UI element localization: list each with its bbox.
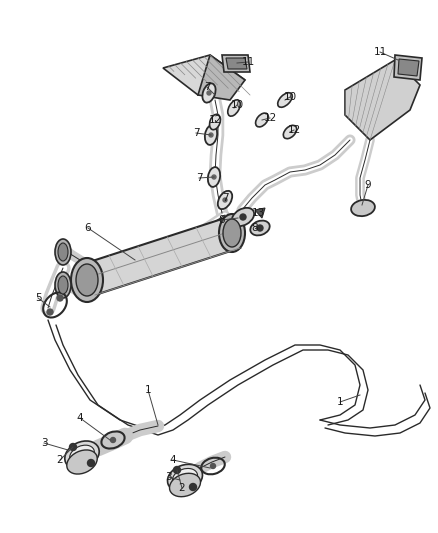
Circle shape xyxy=(240,214,246,220)
Text: 2: 2 xyxy=(57,455,64,465)
Ellipse shape xyxy=(202,83,215,103)
Ellipse shape xyxy=(55,272,71,298)
Ellipse shape xyxy=(250,221,270,236)
Text: 5: 5 xyxy=(35,293,41,303)
Text: 12: 12 xyxy=(287,125,300,135)
Ellipse shape xyxy=(223,219,241,247)
Circle shape xyxy=(173,466,180,473)
Text: 1: 1 xyxy=(337,397,343,407)
Ellipse shape xyxy=(228,100,240,116)
Ellipse shape xyxy=(76,264,98,296)
Ellipse shape xyxy=(173,469,198,488)
Circle shape xyxy=(223,198,227,202)
Ellipse shape xyxy=(209,114,220,130)
Ellipse shape xyxy=(219,214,245,252)
Ellipse shape xyxy=(67,450,97,474)
Text: 2: 2 xyxy=(179,483,185,493)
Text: 7: 7 xyxy=(193,128,199,138)
Circle shape xyxy=(57,295,63,301)
Polygon shape xyxy=(198,55,245,100)
Text: 4: 4 xyxy=(170,455,177,465)
Circle shape xyxy=(110,438,116,442)
Circle shape xyxy=(47,309,53,315)
Text: 13: 13 xyxy=(251,208,265,218)
Ellipse shape xyxy=(70,445,94,465)
Text: 3: 3 xyxy=(165,472,171,482)
Text: 8: 8 xyxy=(252,223,258,233)
Polygon shape xyxy=(163,55,245,95)
Polygon shape xyxy=(394,55,422,80)
Text: 12: 12 xyxy=(263,113,277,123)
Circle shape xyxy=(257,225,263,231)
Text: 7: 7 xyxy=(196,173,202,183)
Ellipse shape xyxy=(58,243,68,261)
Polygon shape xyxy=(226,58,247,69)
Polygon shape xyxy=(398,59,419,76)
Text: 8: 8 xyxy=(219,215,225,225)
Circle shape xyxy=(212,175,216,179)
Circle shape xyxy=(211,464,215,469)
Text: 11: 11 xyxy=(241,57,254,67)
Text: 6: 6 xyxy=(85,223,91,233)
Ellipse shape xyxy=(58,276,68,294)
Ellipse shape xyxy=(167,464,202,491)
Text: 9: 9 xyxy=(365,180,371,190)
Polygon shape xyxy=(80,218,240,295)
Text: 1: 1 xyxy=(145,385,151,395)
Circle shape xyxy=(190,483,197,490)
Circle shape xyxy=(209,133,213,137)
Ellipse shape xyxy=(283,125,297,139)
Text: 7: 7 xyxy=(204,82,210,92)
Polygon shape xyxy=(255,208,265,218)
Text: 3: 3 xyxy=(41,438,47,448)
Text: 11: 11 xyxy=(373,47,387,57)
Ellipse shape xyxy=(278,93,292,107)
Ellipse shape xyxy=(256,113,268,127)
Ellipse shape xyxy=(218,191,232,209)
Polygon shape xyxy=(345,60,420,140)
Circle shape xyxy=(70,443,77,450)
Text: 7: 7 xyxy=(222,193,228,203)
Ellipse shape xyxy=(55,239,71,265)
Polygon shape xyxy=(222,55,250,72)
Text: 10: 10 xyxy=(230,100,244,110)
Text: 12: 12 xyxy=(208,115,222,125)
Ellipse shape xyxy=(351,200,375,216)
Ellipse shape xyxy=(71,258,103,302)
Ellipse shape xyxy=(205,125,217,145)
Ellipse shape xyxy=(232,208,254,226)
Circle shape xyxy=(88,459,95,466)
Ellipse shape xyxy=(65,441,99,469)
Ellipse shape xyxy=(208,167,220,187)
Circle shape xyxy=(207,91,211,95)
Ellipse shape xyxy=(170,473,201,497)
Text: 4: 4 xyxy=(77,413,83,423)
Text: 10: 10 xyxy=(283,92,297,102)
